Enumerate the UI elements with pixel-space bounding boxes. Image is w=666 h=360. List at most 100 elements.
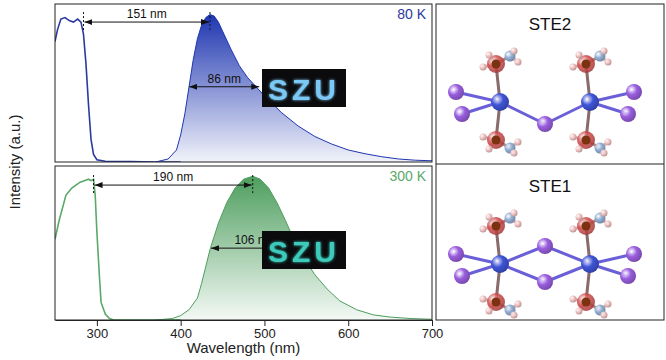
atom-core — [492, 60, 501, 69]
x-tick: 300 — [87, 320, 109, 341]
atom — [626, 84, 642, 100]
atom — [570, 226, 577, 233]
atom — [480, 64, 487, 71]
span-label: 86 nm — [208, 72, 241, 86]
span-label: 151 nm — [127, 7, 167, 21]
atom — [620, 106, 636, 122]
atom — [515, 139, 522, 146]
atom — [605, 59, 612, 66]
atom — [537, 116, 553, 132]
x-tick-mark — [97, 320, 98, 326]
atom — [537, 274, 553, 290]
x-tick-mark — [348, 320, 349, 326]
plot-area — [55, 176, 432, 320]
structure-divider — [436, 164, 664, 165]
atom — [605, 301, 612, 308]
atom — [601, 312, 608, 319]
plot-frame — [55, 4, 432, 162]
inset-photo: SZU — [262, 69, 346, 107]
x-tick: 700 — [422, 320, 444, 341]
atom-core — [492, 222, 501, 231]
emission-area — [156, 15, 432, 162]
structure-label: STE2 — [529, 15, 572, 34]
atom — [570, 296, 577, 303]
atom — [576, 52, 583, 59]
atom — [515, 59, 522, 66]
atom — [511, 210, 518, 217]
atom — [511, 312, 518, 319]
structure-frame — [436, 4, 664, 320]
molecule — [448, 210, 642, 319]
atom — [581, 255, 599, 273]
atom — [486, 52, 493, 59]
guide-line — [209, 12, 210, 32]
inset-photo: SZU — [262, 231, 346, 269]
x-axis-title: Wavelength (nm) — [187, 339, 301, 356]
atom — [570, 64, 577, 71]
structure-label: STE1 — [529, 177, 572, 196]
atom — [605, 139, 612, 146]
x-tick-mark — [432, 320, 433, 326]
atom-core — [492, 298, 501, 307]
atom — [601, 210, 608, 217]
atom — [448, 246, 464, 262]
x-tick: 600 — [338, 320, 360, 341]
atom — [491, 93, 509, 111]
excitation-line — [55, 18, 181, 162]
atom — [486, 214, 493, 221]
guide-line — [93, 175, 94, 195]
atom-core — [582, 298, 591, 307]
emission-area — [156, 176, 432, 320]
atom — [537, 238, 553, 254]
span-arrow — [95, 185, 252, 186]
x-tick-mark — [181, 320, 182, 326]
atom — [576, 146, 583, 153]
plot-area — [55, 15, 432, 162]
atom — [454, 106, 470, 122]
atom — [626, 246, 642, 262]
atom — [601, 150, 608, 157]
atom — [486, 308, 493, 315]
span-arrow — [84, 22, 209, 23]
atom — [486, 146, 493, 153]
atom — [605, 221, 612, 228]
excitation-line — [55, 179, 181, 320]
atom — [601, 48, 608, 55]
atom — [448, 84, 464, 100]
figure: Intensity (a.u.)80 K151 nm86 nmSZU300400… — [0, 0, 666, 360]
atom-core — [492, 136, 501, 145]
panel-title: 80 K — [397, 6, 426, 22]
emission-edge — [156, 15, 432, 162]
x-tick-label: 700 — [422, 326, 444, 341]
atom — [491, 255, 509, 273]
atom-core — [582, 222, 591, 231]
span-arrow — [189, 86, 259, 87]
atom-core — [582, 136, 591, 145]
x-tick-label: 300 — [87, 326, 109, 341]
atom — [515, 301, 522, 308]
inset-background — [262, 231, 346, 269]
molecule — [448, 48, 642, 157]
x-tick-mark — [264, 320, 265, 326]
atom — [620, 268, 636, 284]
atom — [515, 221, 522, 228]
atom — [581, 93, 599, 111]
atom — [511, 150, 518, 157]
atom — [576, 214, 583, 221]
atom — [480, 226, 487, 233]
inset-text: SZU — [268, 73, 340, 106]
x-tick-label: 600 — [338, 326, 360, 341]
span-label: 190 nm — [153, 170, 193, 184]
x-axis-line — [56, 320, 433, 321]
atom — [511, 48, 518, 55]
y-axis-title: Intensity (a.u.) — [6, 114, 23, 209]
atom-core — [582, 60, 591, 69]
atom — [570, 134, 577, 141]
emission-edge — [156, 176, 432, 320]
atom — [480, 134, 487, 141]
atom — [454, 268, 470, 284]
panel-title: 300 K — [389, 168, 426, 184]
inset-text: SZU — [268, 235, 340, 268]
plot-frame — [55, 166, 432, 320]
atom — [576, 308, 583, 315]
